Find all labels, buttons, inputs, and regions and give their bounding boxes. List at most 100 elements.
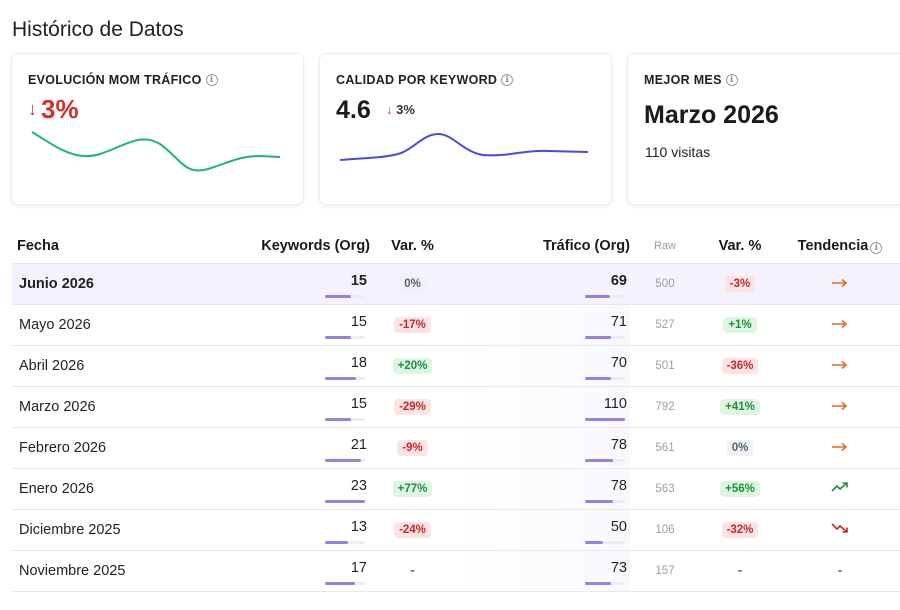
cell-traffic: 110 <box>455 386 630 427</box>
cell-traffic-var: 0% <box>700 427 780 468</box>
cell-keywords: 15 <box>187 304 370 345</box>
var-badge: +20% <box>392 358 433 374</box>
info-icon[interactable]: i <box>501 74 514 86</box>
mom-traffic-value-text: 3% <box>41 94 79 124</box>
header-traffic-var[interactable]: Var. % <box>718 238 762 255</box>
keyword-quality-sparkline <box>339 132 589 161</box>
keywords-value: 18 <box>350 354 367 371</box>
var-badge: -9% <box>397 440 428 456</box>
mom-traffic-label-text: EVOLUCIÓN MOM TRÁFICO <box>28 73 202 87</box>
header-traffic[interactable]: Tráfico (Org) <box>542 238 630 255</box>
traffic-value: 73 <box>610 559 627 576</box>
traffic-bar-fill <box>585 335 611 339</box>
keywords-bar <box>325 499 365 503</box>
keyword-quality-label-text: CALIDAD POR KEYWORD <box>336 73 498 87</box>
table-header-row: Fecha Keywords (Org) Var. % Tráfico (Org… <box>12 230 900 263</box>
arrow-right-icon <box>831 357 849 374</box>
header-trend-text: Tendencia <box>797 238 869 255</box>
table-row[interactable]: Enero 2026 23 +77% 78 563 +56% <box>12 468 900 509</box>
traffic-bar-fill <box>585 294 611 298</box>
var-badge: -3% <box>724 276 756 292</box>
cell-trend <box>780 345 900 386</box>
table-row[interactable]: Junio 2026 15 0% 69 500 -3% <box>12 263 900 304</box>
table-row[interactable]: Mayo 2026 15 -17% 71 527 +1% <box>12 304 900 345</box>
arrow-down-icon: ↓ <box>386 102 393 117</box>
cell-raw: 106 <box>655 523 675 536</box>
history-table: Fecha Keywords (Org) Var. % Tráfico (Org… <box>12 230 900 592</box>
mom-traffic-value: ↓ 3% <box>28 94 79 125</box>
cell-keywords: 18 <box>187 345 370 386</box>
cell-keywords-var: -24% <box>370 509 455 550</box>
keywords-value: 23 <box>350 477 367 494</box>
traffic-bar <box>585 376 625 380</box>
header-date[interactable]: Fecha <box>17 238 59 255</box>
cell-traffic: 73 <box>455 550 630 591</box>
traffic-value: 78 <box>610 477 627 494</box>
keywords-value: 15 <box>350 395 367 412</box>
traffic-bar-fill <box>585 540 603 544</box>
traffic-bar <box>585 417 625 421</box>
keywords-bar <box>325 294 365 298</box>
sparkline-path <box>31 131 281 172</box>
cell-traffic-var: - <box>700 550 780 591</box>
var-badge: +77% <box>392 481 433 497</box>
cell-keywords: 15 <box>187 263 370 304</box>
cell-keywords-var: +20% <box>370 345 455 386</box>
traffic-bar-fill <box>585 417 625 421</box>
cell-keywords: 15 <box>187 386 370 427</box>
cell-traffic: 78 <box>455 427 630 468</box>
table-row[interactable]: Febrero 2026 21 -9% 78 561 0% <box>12 427 900 468</box>
cell-date: Abril 2026 <box>19 357 85 374</box>
cell-keywords-var: -17% <box>370 304 455 345</box>
keywords-value: 15 <box>350 313 367 330</box>
arrow-down-icon: ↓ <box>28 99 37 119</box>
header-keywords-var[interactable]: Var. % <box>391 238 434 255</box>
cell-keywords: 13 <box>187 509 370 550</box>
empty-var: - <box>737 562 743 579</box>
traffic-value: 110 <box>603 395 627 412</box>
header-trend[interactable]: Tendencia i <box>780 230 900 263</box>
info-icon[interactable]: i <box>870 242 883 255</box>
keywords-bar <box>325 417 365 421</box>
cell-raw: 561 <box>655 441 675 454</box>
cell-date: Junio 2026 <box>19 275 94 292</box>
traffic-bar-fill <box>585 499 614 503</box>
cell-raw: 792 <box>655 400 675 413</box>
trending-down-icon <box>831 521 849 538</box>
keywords-bar <box>325 540 365 544</box>
info-icon[interactable]: i <box>205 74 218 86</box>
best-month-label: MEJOR MES i <box>644 73 738 87</box>
cell-raw: 563 <box>655 482 675 495</box>
traffic-bar-fill <box>585 581 612 585</box>
header-keywords[interactable]: Keywords (Org) <box>261 238 370 255</box>
cell-keywords-var: +77% <box>370 468 455 509</box>
best-month-value: Marzo 2026 <box>644 101 779 129</box>
keywords-bar <box>325 458 365 462</box>
cell-keywords: 23 <box>187 468 370 509</box>
cell-traffic-var: -36% <box>700 345 780 386</box>
cell-keywords: 21 <box>187 427 370 468</box>
keyword-quality-delta: ↓ 3% <box>386 102 415 117</box>
keywords-bar-fill <box>325 540 348 544</box>
cell-raw: 500 <box>655 277 675 290</box>
table-row[interactable]: Marzo 2026 15 -29% 110 792 +41% <box>12 386 900 427</box>
cell-traffic: 69 <box>455 263 630 304</box>
var-badge: -17% <box>394 317 431 333</box>
keywords-bar <box>325 376 365 380</box>
info-icon[interactable]: i <box>725 74 738 86</box>
traffic-value: 69 <box>610 272 627 289</box>
cell-keywords-var: -29% <box>370 386 455 427</box>
var-badge: -29% <box>394 399 431 415</box>
traffic-bar <box>585 540 625 544</box>
table-row[interactable]: Diciembre 2025 13 -24% 50 106 -32% <box>12 509 900 550</box>
var-badge: +56% <box>720 481 760 497</box>
cell-traffic: 78 <box>455 468 630 509</box>
cell-trend <box>780 509 900 550</box>
table-row[interactable]: Noviembre 2025 17 - 73 157 - - <box>12 550 900 591</box>
traffic-bar-fill <box>585 458 614 462</box>
header-raw[interactable]: Raw <box>653 240 676 253</box>
keyword-quality-label: CALIDAD POR KEYWORD i <box>336 73 514 87</box>
table-row[interactable]: Abril 2026 18 +20% 70 501 -36% <box>12 345 900 386</box>
cell-traffic: 50 <box>455 509 630 550</box>
var-badge: -36% <box>721 358 759 374</box>
